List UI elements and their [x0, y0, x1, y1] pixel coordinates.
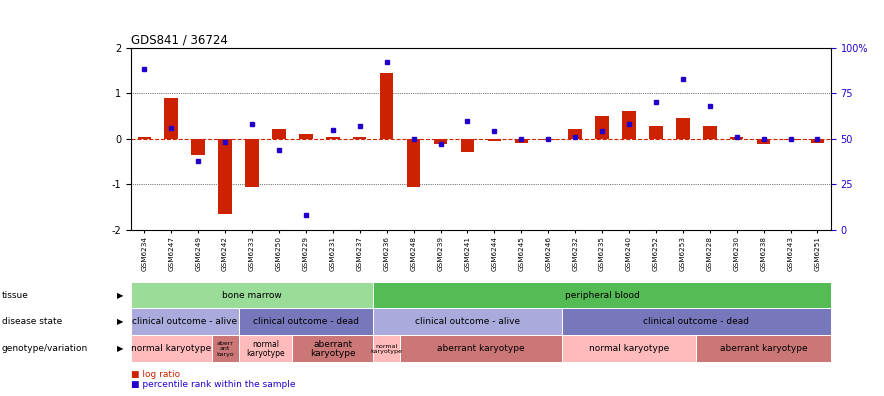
Bar: [164, 98, 178, 139]
Bar: [622, 111, 636, 139]
Text: normal
karyotype: normal karyotype: [370, 344, 402, 354]
Text: aberrant karyotype: aberrant karyotype: [437, 345, 525, 353]
Bar: [400, 335, 561, 362]
Bar: [649, 126, 663, 139]
Text: ■ log ratio: ■ log ratio: [131, 370, 180, 379]
Bar: [218, 139, 232, 214]
Bar: [353, 137, 367, 139]
Bar: [239, 308, 373, 335]
Bar: [239, 335, 293, 362]
Bar: [595, 116, 609, 139]
Bar: [676, 118, 690, 139]
Bar: [488, 139, 501, 141]
Bar: [811, 139, 824, 143]
Text: genotype/variation: genotype/variation: [2, 345, 88, 353]
Text: ▶: ▶: [118, 318, 124, 326]
Text: bone marrow: bone marrow: [222, 291, 282, 299]
Bar: [373, 282, 831, 308]
Text: aberr
ant
karyo: aberr ant karyo: [217, 341, 234, 357]
Text: aberrant karyotype: aberrant karyotype: [720, 345, 807, 353]
Bar: [568, 129, 582, 139]
Text: ■ percentile rank within the sample: ■ percentile rank within the sample: [131, 380, 295, 388]
Bar: [299, 134, 313, 139]
Bar: [211, 335, 239, 362]
Bar: [245, 139, 259, 187]
Bar: [131, 335, 211, 362]
Bar: [542, 139, 555, 140]
Bar: [380, 72, 393, 139]
Bar: [373, 308, 561, 335]
Bar: [131, 308, 239, 335]
Text: clinical outcome - dead: clinical outcome - dead: [644, 318, 750, 326]
Bar: [561, 335, 697, 362]
Bar: [434, 139, 447, 144]
Bar: [697, 335, 831, 362]
Text: normal karyotype: normal karyotype: [589, 345, 669, 353]
Text: peripheral blood: peripheral blood: [565, 291, 639, 299]
Text: clinical outcome - alive: clinical outcome - alive: [132, 318, 237, 326]
Bar: [138, 137, 151, 139]
Bar: [757, 139, 770, 144]
Bar: [561, 308, 831, 335]
Text: aberrant
karyotype: aberrant karyotype: [310, 339, 355, 358]
Bar: [131, 282, 373, 308]
Bar: [514, 139, 528, 143]
Text: tissue: tissue: [2, 291, 28, 299]
Bar: [293, 335, 373, 362]
Text: clinical outcome - dead: clinical outcome - dead: [253, 318, 359, 326]
Bar: [373, 335, 400, 362]
Text: ▶: ▶: [118, 291, 124, 299]
Text: ▶: ▶: [118, 345, 124, 353]
Bar: [730, 137, 743, 139]
Bar: [703, 126, 717, 139]
Bar: [326, 137, 339, 139]
Bar: [192, 139, 205, 155]
Bar: [272, 129, 286, 139]
Bar: [407, 139, 420, 187]
Text: normal karyotype: normal karyotype: [131, 345, 211, 353]
Bar: [461, 139, 474, 152]
Text: GDS841 / 36724: GDS841 / 36724: [131, 33, 228, 46]
Text: disease state: disease state: [2, 318, 62, 326]
Text: clinical outcome - alive: clinical outcome - alive: [415, 318, 520, 326]
Bar: [784, 139, 797, 140]
Text: normal
karyotype: normal karyotype: [246, 339, 285, 358]
